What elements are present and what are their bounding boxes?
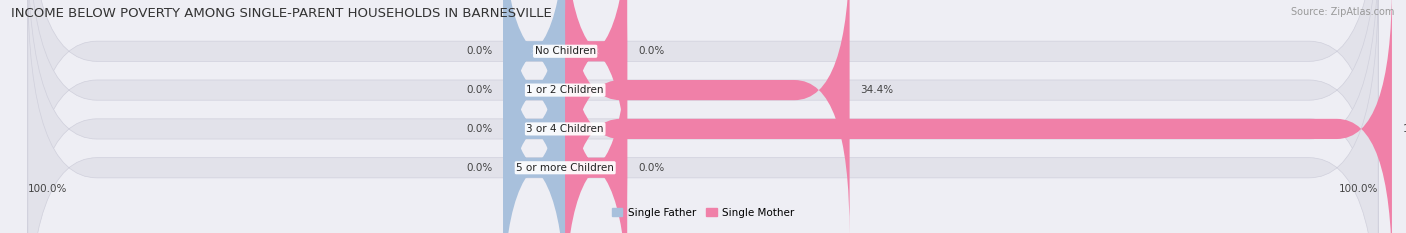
Text: No Children: No Children [534, 46, 596, 56]
Text: 0.0%: 0.0% [465, 85, 492, 95]
FancyBboxPatch shape [28, 0, 1378, 233]
FancyBboxPatch shape [28, 0, 1378, 233]
Text: 1 or 2 Children: 1 or 2 Children [526, 85, 605, 95]
FancyBboxPatch shape [503, 0, 565, 233]
FancyBboxPatch shape [503, 0, 565, 196]
FancyBboxPatch shape [503, 0, 565, 233]
Text: 100.0%: 100.0% [1339, 184, 1378, 194]
Text: 3 or 4 Children: 3 or 4 Children [526, 124, 605, 134]
FancyBboxPatch shape [28, 0, 1378, 233]
Text: Source: ZipAtlas.com: Source: ZipAtlas.com [1291, 7, 1395, 17]
FancyBboxPatch shape [28, 0, 1378, 233]
FancyBboxPatch shape [565, 23, 627, 233]
Text: INCOME BELOW POVERTY AMONG SINGLE-PARENT HOUSEHOLDS IN BARNESVILLE: INCOME BELOW POVERTY AMONG SINGLE-PARENT… [11, 7, 553, 20]
Legend: Single Father, Single Mother: Single Father, Single Mother [607, 203, 799, 222]
Text: 0.0%: 0.0% [465, 163, 492, 173]
FancyBboxPatch shape [565, 0, 1392, 233]
FancyBboxPatch shape [503, 23, 565, 233]
Text: 34.4%: 34.4% [860, 85, 894, 95]
Text: 0.0%: 0.0% [465, 124, 492, 134]
Text: 0.0%: 0.0% [638, 163, 665, 173]
Text: 100.0%: 100.0% [28, 184, 67, 194]
Text: 0.0%: 0.0% [638, 46, 665, 56]
Text: 0.0%: 0.0% [465, 46, 492, 56]
FancyBboxPatch shape [565, 0, 627, 196]
Text: 100.0%: 100.0% [1403, 124, 1406, 134]
Text: 5 or more Children: 5 or more Children [516, 163, 614, 173]
FancyBboxPatch shape [565, 0, 849, 233]
